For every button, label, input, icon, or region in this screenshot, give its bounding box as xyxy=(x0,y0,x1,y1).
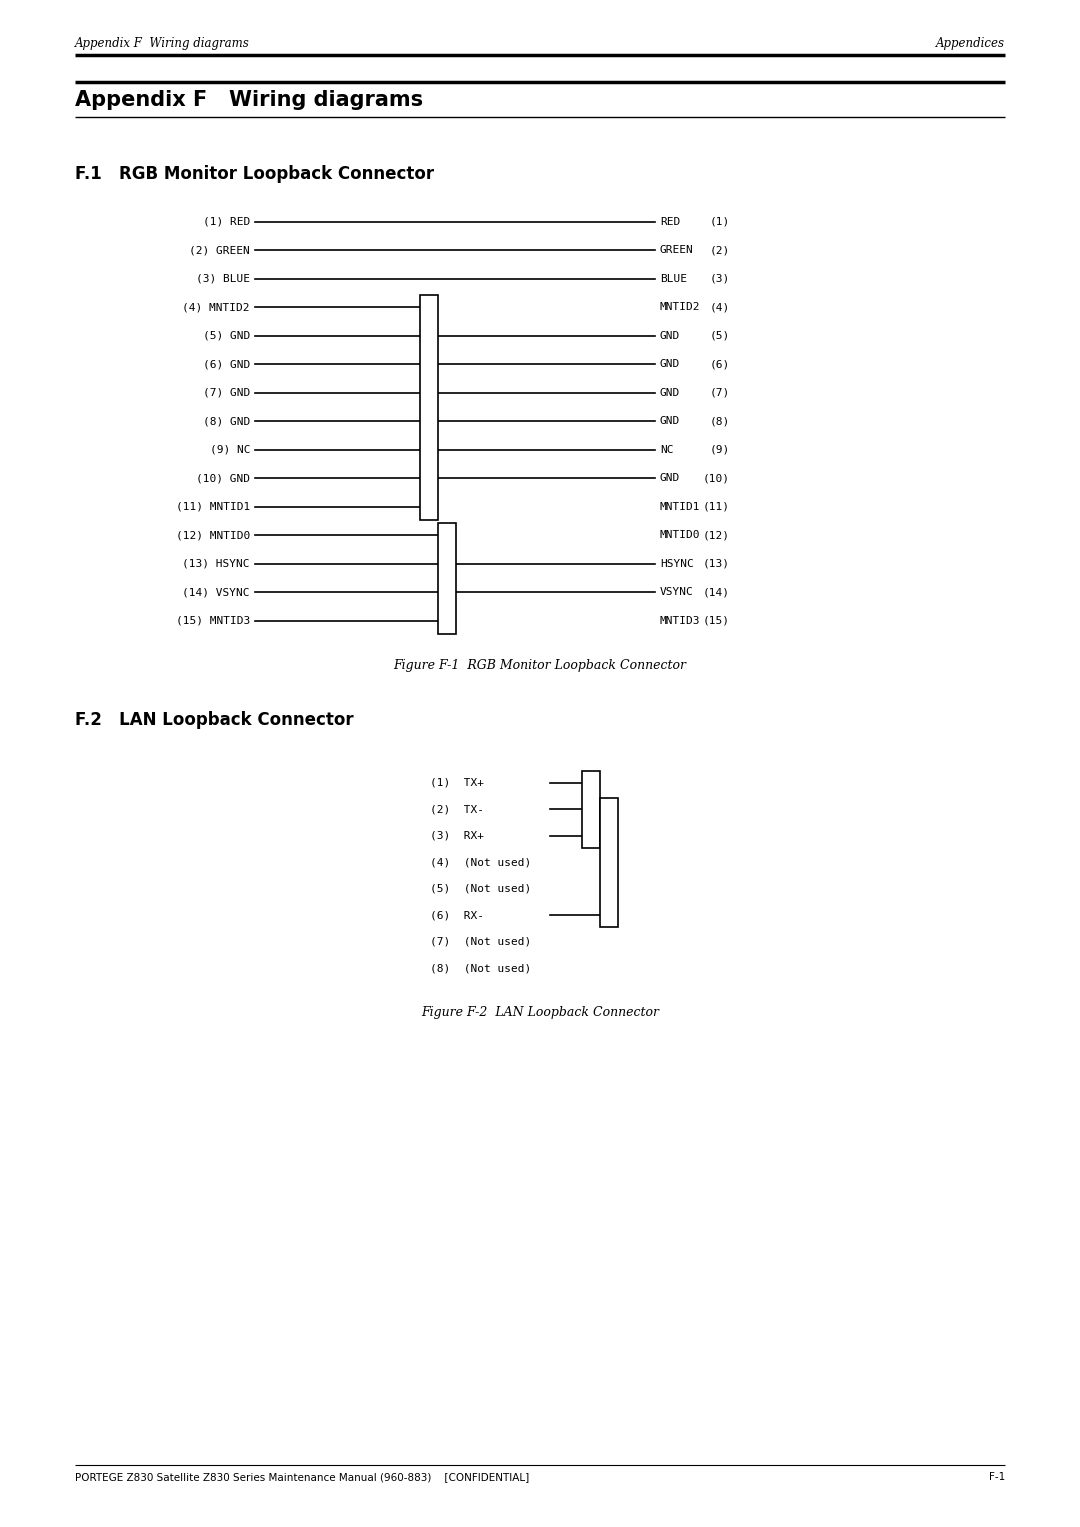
Text: GND: GND xyxy=(660,331,680,341)
Text: (4) MNTID2: (4) MNTID2 xyxy=(183,302,249,313)
Bar xyxy=(438,522,456,634)
Text: (10) GND: (10) GND xyxy=(195,473,249,484)
Text: (5)  (Not used): (5) (Not used) xyxy=(430,884,531,893)
Text: Appendix F   Wiring diagrams: Appendix F Wiring diagrams xyxy=(75,90,423,110)
Text: (2) GREEN: (2) GREEN xyxy=(189,246,249,255)
Text: F.1   RGB Monitor Loopback Connector: F.1 RGB Monitor Loopback Connector xyxy=(75,165,434,183)
Text: MNTID3: MNTID3 xyxy=(660,615,701,626)
Bar xyxy=(420,295,438,519)
Text: (6)  RX-: (6) RX- xyxy=(430,910,484,921)
Text: (8) GND: (8) GND xyxy=(203,417,249,426)
Text: (11) MNTID1: (11) MNTID1 xyxy=(176,502,249,512)
Text: HSYNC: HSYNC xyxy=(660,559,693,570)
Text: (8)  (Not used): (8) (Not used) xyxy=(430,964,531,974)
Text: (7): (7) xyxy=(710,388,730,399)
Text: (14): (14) xyxy=(703,588,730,597)
Text: (4): (4) xyxy=(710,302,730,313)
Text: MNTID1: MNTID1 xyxy=(660,502,701,512)
Text: (13): (13) xyxy=(703,559,730,570)
Text: GND: GND xyxy=(660,359,680,370)
Text: BLUE: BLUE xyxy=(660,273,687,284)
Text: (12) MNTID0: (12) MNTID0 xyxy=(176,530,249,541)
Text: VSYNC: VSYNC xyxy=(660,588,693,597)
Text: (1): (1) xyxy=(710,217,730,228)
Text: F-1: F-1 xyxy=(989,1472,1005,1483)
Text: (8): (8) xyxy=(710,417,730,426)
Text: (1)  TX+: (1) TX+ xyxy=(430,777,484,788)
Text: RED: RED xyxy=(660,217,680,228)
Text: Figure F-1  RGB Monitor Loopback Connector: Figure F-1 RGB Monitor Loopback Connecto… xyxy=(393,660,687,672)
Text: (9): (9) xyxy=(710,444,730,455)
Text: GND: GND xyxy=(660,473,680,484)
Text: GREEN: GREEN xyxy=(660,246,693,255)
Text: (2)  TX-: (2) TX- xyxy=(430,805,484,814)
Text: (4)  (Not used): (4) (Not used) xyxy=(430,858,531,867)
Text: NC: NC xyxy=(660,444,674,455)
Text: (7) GND: (7) GND xyxy=(203,388,249,399)
Text: (11): (11) xyxy=(703,502,730,512)
Bar xyxy=(582,771,600,847)
Text: MNTID2: MNTID2 xyxy=(660,302,701,313)
Text: (9) NC: (9) NC xyxy=(210,444,249,455)
Text: (3) BLUE: (3) BLUE xyxy=(195,273,249,284)
Bar xyxy=(600,797,618,927)
Text: (2): (2) xyxy=(710,246,730,255)
Text: Figure F-2  LAN Loopback Connector: Figure F-2 LAN Loopback Connector xyxy=(421,1006,659,1020)
Text: (15): (15) xyxy=(703,615,730,626)
Text: (6): (6) xyxy=(710,359,730,370)
Text: PORTEGE Z830 Satellite Z830 Series Maintenance Manual (960-883)    [CONFIDENTIAL: PORTEGE Z830 Satellite Z830 Series Maint… xyxy=(75,1472,529,1483)
Text: (10): (10) xyxy=(703,473,730,484)
Text: (13) HSYNC: (13) HSYNC xyxy=(183,559,249,570)
Text: (1) RED: (1) RED xyxy=(203,217,249,228)
Text: GND: GND xyxy=(660,417,680,426)
Text: GND: GND xyxy=(660,388,680,399)
Text: F.2   LAN Loopback Connector: F.2 LAN Loopback Connector xyxy=(75,712,353,728)
Text: (3)  RX+: (3) RX+ xyxy=(430,831,484,841)
Text: (12): (12) xyxy=(703,530,730,541)
Text: (5): (5) xyxy=(710,331,730,341)
Text: Appendix F  Wiring diagrams: Appendix F Wiring diagrams xyxy=(75,37,249,50)
Text: (3): (3) xyxy=(710,273,730,284)
Text: (5) GND: (5) GND xyxy=(203,331,249,341)
Text: (7)  (Not used): (7) (Not used) xyxy=(430,938,531,947)
Text: (6) GND: (6) GND xyxy=(203,359,249,370)
Text: Appendices: Appendices xyxy=(936,37,1005,50)
Text: MNTID0: MNTID0 xyxy=(660,530,701,541)
Text: (14) VSYNC: (14) VSYNC xyxy=(183,588,249,597)
Text: (15) MNTID3: (15) MNTID3 xyxy=(176,615,249,626)
